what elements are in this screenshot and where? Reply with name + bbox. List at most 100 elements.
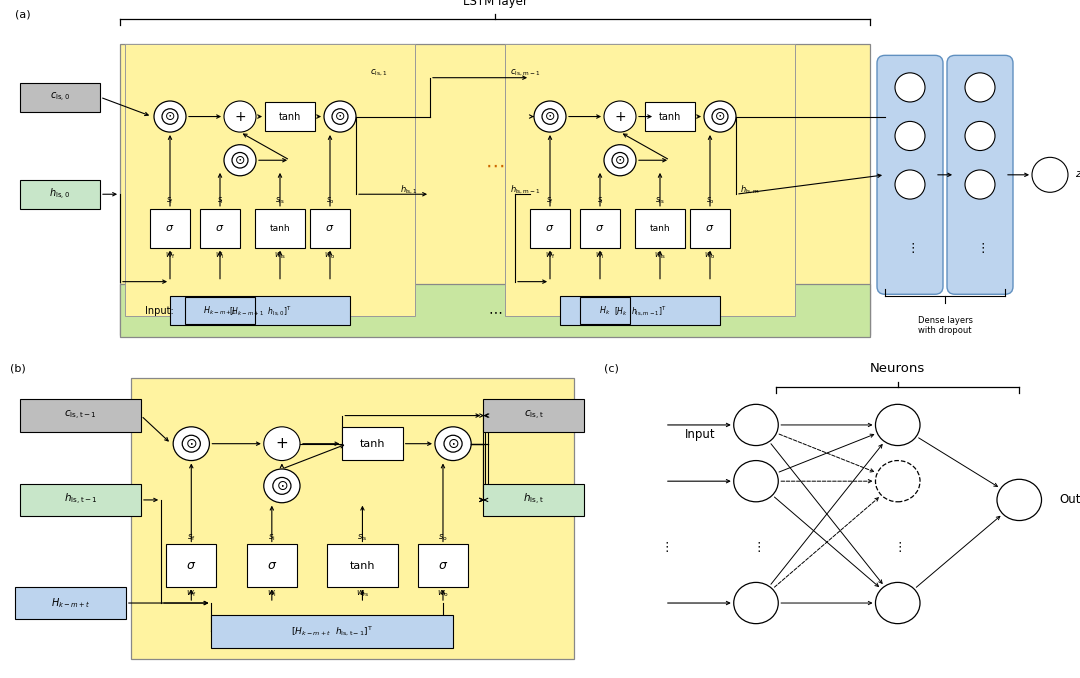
- Text: $z_k$: $z_k$: [1075, 169, 1080, 181]
- Text: $s_{\rm ls}$: $s_{\rm ls}$: [275, 196, 285, 206]
- Circle shape: [876, 460, 920, 502]
- Text: $w_{\rm ls}$: $w_{\rm ls}$: [653, 250, 666, 260]
- Text: tanh: tanh: [279, 112, 301, 121]
- Text: $w_{\rm ls}$: $w_{\rm ls}$: [355, 589, 369, 599]
- Circle shape: [173, 427, 210, 460]
- Text: $h_{\rm ls,0}$: $h_{\rm ls,0}$: [50, 186, 70, 202]
- Text: Neurons: Neurons: [870, 362, 926, 375]
- Circle shape: [895, 170, 924, 199]
- Bar: [150, 209, 190, 247]
- Bar: [505, 43, 795, 316]
- Text: $s_{\rm i}$: $s_{\rm i}$: [596, 196, 604, 206]
- Text: $h_{\rm ls,t-1}$: $h_{\rm ls,t-1}$: [64, 492, 97, 507]
- Text: $c_{\rm ls,1}$: $c_{\rm ls,1}$: [370, 68, 388, 78]
- Text: tanh: tanh: [659, 112, 681, 121]
- Circle shape: [332, 108, 348, 124]
- Bar: [690, 209, 730, 247]
- Circle shape: [435, 427, 471, 460]
- Text: $w_{\rm f}$: $w_{\rm f}$: [544, 250, 555, 260]
- Text: (a): (a): [15, 9, 30, 20]
- Text: $H_{k-m+1}$: $H_{k-m+1}$: [203, 304, 237, 317]
- Circle shape: [444, 435, 462, 452]
- Text: $\odot$: $\odot$: [615, 154, 625, 167]
- Text: $\sigma$: $\sigma$: [186, 559, 197, 572]
- Circle shape: [534, 101, 566, 132]
- Text: tanh: tanh: [360, 439, 386, 449]
- Text: $\vdots$: $\vdots$: [893, 540, 902, 554]
- Text: $\sigma$: $\sigma$: [437, 559, 448, 572]
- Bar: [120, 284, 870, 338]
- Text: Input: Input: [685, 428, 715, 441]
- Circle shape: [733, 582, 779, 624]
- Text: $\sigma$: $\sigma$: [595, 223, 605, 233]
- Bar: [580, 297, 630, 324]
- Bar: [483, 483, 584, 517]
- Text: $[H_{k-m+t}\ \ h_{\rm ls,t-1}]^{\rm T}$: $[H_{k-m+t}\ \ h_{\rm ls,t-1}]^{\rm T}$: [292, 624, 374, 638]
- Text: $\sigma$: $\sigma$: [325, 223, 335, 233]
- Bar: [265, 102, 315, 131]
- Circle shape: [264, 427, 300, 460]
- Bar: [166, 544, 216, 586]
- Circle shape: [966, 73, 995, 102]
- Text: (c): (c): [604, 363, 619, 374]
- Text: $w_{\rm i}$: $w_{\rm i}$: [595, 250, 605, 260]
- Text: $c_{\rm ls,t-1}$: $c_{\rm ls,t-1}$: [64, 409, 97, 422]
- Text: $[H_{k}\ \ h_{\rm ls,m-1}]^{\rm T}$: $[H_{k}\ \ h_{\rm ls,m-1}]^{\rm T}$: [613, 304, 666, 317]
- Bar: [580, 209, 620, 247]
- Text: $\vdots$: $\vdots$: [752, 540, 760, 554]
- Text: $s_{\rm i}$: $s_{\rm i}$: [268, 532, 275, 542]
- Circle shape: [224, 144, 256, 176]
- Text: $\odot$: $\odot$: [164, 110, 176, 123]
- Bar: [125, 43, 415, 316]
- Bar: [310, 209, 350, 247]
- Bar: [327, 544, 397, 586]
- Text: $s_{\rm o}$: $s_{\rm o}$: [438, 532, 448, 542]
- Text: $h_{\rm ls,m}$: $h_{\rm ls,m}$: [740, 183, 760, 195]
- Circle shape: [183, 435, 201, 452]
- Text: $s_{\rm f}$: $s_{\rm f}$: [546, 196, 554, 206]
- Text: $\vdots$: $\vdots$: [661, 540, 670, 554]
- Text: $s_{\rm o}$: $s_{\rm o}$: [705, 196, 715, 206]
- Circle shape: [966, 121, 995, 151]
- Text: $\sigma$: $\sigma$: [215, 223, 225, 233]
- Text: LSTM layer: LSTM layer: [462, 0, 527, 8]
- Text: $\odot$: $\odot$: [447, 437, 459, 451]
- Text: $s_{\rm f}$: $s_{\rm f}$: [166, 196, 174, 206]
- Circle shape: [733, 460, 779, 502]
- Text: $c_{\rm ls,m-1}$: $c_{\rm ls,m-1}$: [510, 68, 540, 78]
- Text: Output: Output: [1059, 494, 1080, 506]
- Bar: [15, 586, 126, 620]
- Text: $[H_{k-m+1}\ \ h_{\rm ls,0}]^{\rm T}$: $[H_{k-m+1}\ \ h_{\rm ls,0}]^{\rm T}$: [229, 304, 292, 317]
- Text: $\odot$: $\odot$: [185, 437, 198, 451]
- Circle shape: [733, 404, 779, 445]
- Text: $\vdots$: $\vdots$: [975, 241, 985, 255]
- Text: $+$: $+$: [234, 110, 246, 123]
- Text: $\vdots$: $\vdots$: [905, 241, 915, 255]
- Bar: [21, 399, 141, 432]
- Circle shape: [612, 153, 627, 168]
- Bar: [561, 296, 720, 325]
- Text: tanh: tanh: [270, 224, 291, 233]
- Circle shape: [997, 479, 1041, 521]
- Text: $H_k$: $H_k$: [599, 304, 610, 317]
- Circle shape: [712, 108, 728, 124]
- Bar: [246, 544, 297, 586]
- Text: $s_{\rm ls}$: $s_{\rm ls}$: [656, 196, 665, 206]
- Text: $w_{\rm o}$: $w_{\rm o}$: [437, 589, 449, 599]
- Text: $\odot$: $\odot$: [275, 479, 288, 493]
- Text: $H_{k-m+t}$: $H_{k-m+t}$: [51, 596, 91, 610]
- Text: $w_{\rm f}$: $w_{\rm f}$: [165, 250, 175, 260]
- Bar: [530, 209, 570, 247]
- Circle shape: [232, 153, 248, 168]
- Text: $w_{\rm i}$: $w_{\rm i}$: [215, 250, 225, 260]
- Text: tanh: tanh: [650, 224, 671, 233]
- Bar: [200, 209, 240, 247]
- Text: $\sigma$: $\sigma$: [705, 223, 715, 233]
- Text: Dense layers
with dropout: Dense layers with dropout: [918, 316, 972, 335]
- Circle shape: [604, 101, 636, 132]
- Circle shape: [324, 101, 356, 132]
- Circle shape: [224, 101, 256, 132]
- Text: $\sigma$: $\sigma$: [267, 559, 276, 572]
- Bar: [21, 83, 100, 112]
- Bar: [483, 399, 584, 432]
